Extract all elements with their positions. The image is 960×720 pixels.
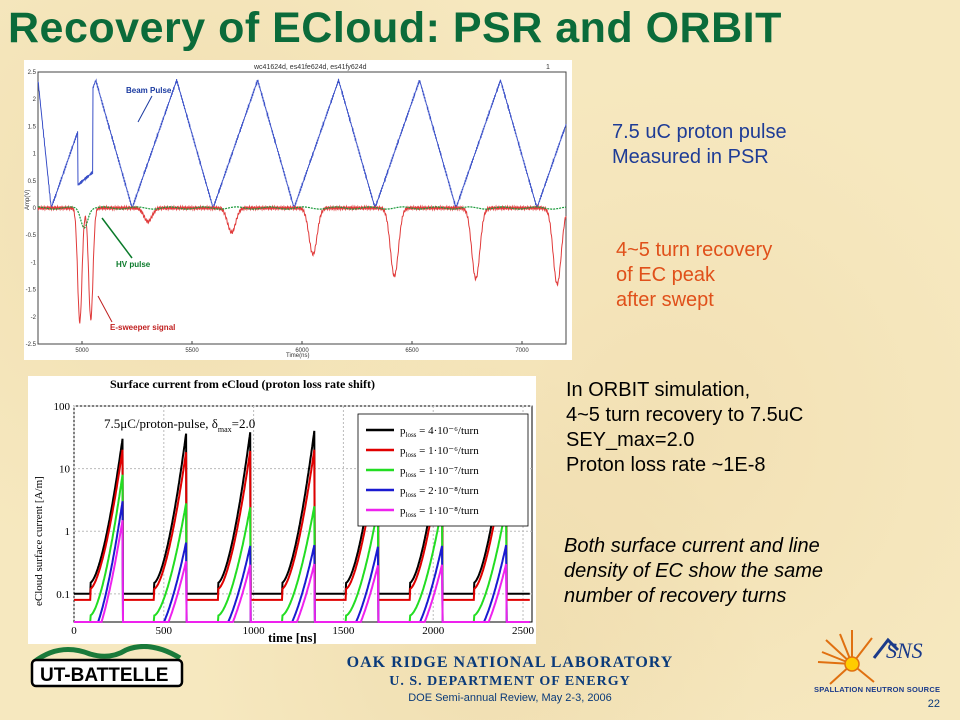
orbit-note-line: 4~5 turn recovery to 7.5uC xyxy=(566,404,804,426)
conclusion-note-line: Both surface current and line xyxy=(564,535,820,557)
orbit-annotation: 7.5μC/proton-pulse, δmax=2.0 xyxy=(104,416,255,434)
mountain-icon xyxy=(32,643,182,665)
orbit-y-axis-label: eCloud surface current [A/m] xyxy=(33,476,45,606)
slide-title: Recovery of ECloud: PSR and ORBIT xyxy=(8,4,782,52)
hv-pulse-arrow xyxy=(101,217,133,259)
orbit-x-tick-label: 2000 xyxy=(422,625,445,637)
orbit-legend: ploss = 4·10⁻⁶/turn ploss = 1·10⁻⁶/turn pl… xyxy=(357,413,529,527)
ut-battelle-text: UT-BATTELLE xyxy=(40,665,168,686)
orbit-x-tick-label: 500 xyxy=(156,625,173,637)
psr-x-tick-label: 6500 xyxy=(405,348,419,354)
psr-plot-corner-label: 1 xyxy=(546,64,550,71)
orbit-y-ticks: 100 10 1 0.1 xyxy=(54,401,71,601)
orbit-plot-svg: Surface current from eCloud (proton loss… xyxy=(33,377,535,645)
psr-y-tick-label: 1.5 xyxy=(28,124,37,130)
conclusion-note: Both surface current and line density of… xyxy=(564,534,823,609)
orbit-y-tick-label: 0.1 xyxy=(56,589,70,601)
orbit-series-line-2 xyxy=(74,449,530,601)
psr-y-ticks: 2.5 2 1.5 1 0.5 0 -0.5 -1 -1.5 -2 -2.5 xyxy=(26,70,37,348)
beam-pulse-arrow xyxy=(137,95,153,123)
psr-note: 7.5 uC proton pulse Measured in PSR xyxy=(612,120,787,170)
orbit-note-line: In ORBIT simulation, xyxy=(566,379,751,401)
orbit-note-line: SEY_max=2.0 xyxy=(566,429,695,451)
orbit-series-line-5 xyxy=(74,520,530,623)
hv-pulse-label: HV pulse xyxy=(116,260,151,269)
sns-subtitle: SPALLATION NEUTRON SOURCE xyxy=(814,685,940,694)
psr-y-tick-label: 0.5 xyxy=(28,179,37,185)
esweeper-label: E-sweeper signal xyxy=(110,323,175,332)
orbit-x-tick-label: 2500 xyxy=(512,625,535,637)
psr-y-tick-label: 1 xyxy=(33,152,37,158)
orbit-series-line-1 xyxy=(74,430,530,595)
psr-y-tick-label: -1.5 xyxy=(26,288,37,294)
recovery-note-line: of EC peak xyxy=(616,264,715,286)
orbit-simulation-plot: Surface current from eCloud (proton loss… xyxy=(28,376,536,645)
psr-x-ticks: 5000 5500 6000 6500 7000 xyxy=(75,341,529,354)
psr-note-line: Measured in PSR xyxy=(612,146,769,168)
psr-y-axis-label: Amp(V) xyxy=(25,190,31,210)
orbit-y-tick-label: 100 xyxy=(54,401,71,413)
psr-y-tick-label: -2 xyxy=(31,315,37,321)
footer-lab-name: OAK RIDGE NATIONAL LABORATORY xyxy=(346,654,674,671)
psr-note-line: 7.5 uC proton pulse xyxy=(612,121,787,143)
orbit-y-tick-label: 10 xyxy=(59,464,71,476)
sns-text: SNS xyxy=(886,638,923,663)
orbit-note-line: Proton loss rate ~1E-8 xyxy=(566,454,766,476)
ut-battelle-logo: UT-BATTELLE xyxy=(30,643,186,695)
footer-review: DOE Semi-annual Review, May 2-3, 2006 xyxy=(408,692,612,704)
conclusion-note-line: number of recovery turns xyxy=(564,585,787,607)
orbit-legend-label: ploss = 1·10⁻⁷/turn xyxy=(400,465,479,479)
orbit-legend-label: ploss = 2·10⁻⁸/turn xyxy=(400,485,479,499)
sns-logo: SNS SPALLATION NEUTRON SOURCE xyxy=(812,624,942,705)
orbit-y-tick-label: 1 xyxy=(65,526,71,538)
psr-y-tick-label: -0.5 xyxy=(26,233,37,239)
recovery-note: 4~5 turn recovery of EC peak after swept xyxy=(616,238,772,313)
orbit-x-tick-label: 1000 xyxy=(243,625,266,637)
orbit-legend-label: ploss = 1·10⁻⁶/turn xyxy=(400,445,479,459)
psr-plot-header: wc41624d, es41fe624d, es41fy624d xyxy=(253,64,367,71)
psr-x-tick-label: 5000 xyxy=(75,348,89,354)
page-number: 22 xyxy=(927,698,940,710)
psr-y-tick-label: 2 xyxy=(33,97,37,103)
orbit-note: In ORBIT simulation, 4~5 turn recovery t… xyxy=(566,378,803,478)
ut-battelle-logo-svg: UT-BATTELLE xyxy=(30,643,184,688)
psr-x-tick-label: 7000 xyxy=(515,348,529,354)
psr-y-tick-label: 0 xyxy=(33,206,37,212)
recovery-note-line: after swept xyxy=(616,289,714,311)
footer: OAK RIDGE NATIONAL LABORATORY U. S. DEPA… xyxy=(300,654,720,704)
recovery-note-line: 4~5 turn recovery xyxy=(616,239,773,261)
psr-y-tick-label: -1 xyxy=(31,260,37,266)
psr-x-axis-label: Time(ns) xyxy=(286,353,309,359)
sns-logo-svg: SNS SPALLATION NEUTRON SOURCE xyxy=(814,630,940,694)
psr-measurement-plot: wc41624d, es41fe624d, es41fy624d 1 2.5 2 1… xyxy=(24,60,572,360)
orbit-legend-label: ploss = 1·10⁻⁸/turn xyxy=(400,505,479,519)
psr-y-tick-label: 2.5 xyxy=(28,70,37,76)
orbit-plot-title: Surface current from eCloud (proton loss… xyxy=(110,377,375,391)
conclusion-note-line: density of EC show the same xyxy=(564,560,824,582)
beam-pulse-label: Beam Pulse xyxy=(126,86,172,95)
psr-plot-svg: wc41624d, es41fe624d, es41fy624d 1 2.5 2 1… xyxy=(25,64,567,359)
orbit-x-tick-label: 0 xyxy=(71,625,77,637)
psr-x-tick-label: 6000 xyxy=(295,348,309,354)
beam-pulse-trace xyxy=(37,78,567,210)
esweeper-arrow xyxy=(97,295,113,323)
footer-doe: U. S. DEPARTMENT OF ENERGY xyxy=(389,674,631,689)
orbit-x-tick-label: 1500 xyxy=(332,625,355,637)
hv-pulse-trace xyxy=(38,206,566,229)
psr-y-tick-label: -2.5 xyxy=(26,342,37,348)
orbit-curves xyxy=(74,430,530,623)
orbit-x-axis-label: time [ns] xyxy=(268,630,317,644)
starburst-icon xyxy=(817,630,875,685)
psr-x-tick-label: 5500 xyxy=(185,348,199,354)
orbit-x-ticks: 0 500 1000 1500 2000 2500 xyxy=(71,625,534,637)
orbit-legend-label: ploss = 4·10⁻⁶/turn xyxy=(400,425,479,439)
